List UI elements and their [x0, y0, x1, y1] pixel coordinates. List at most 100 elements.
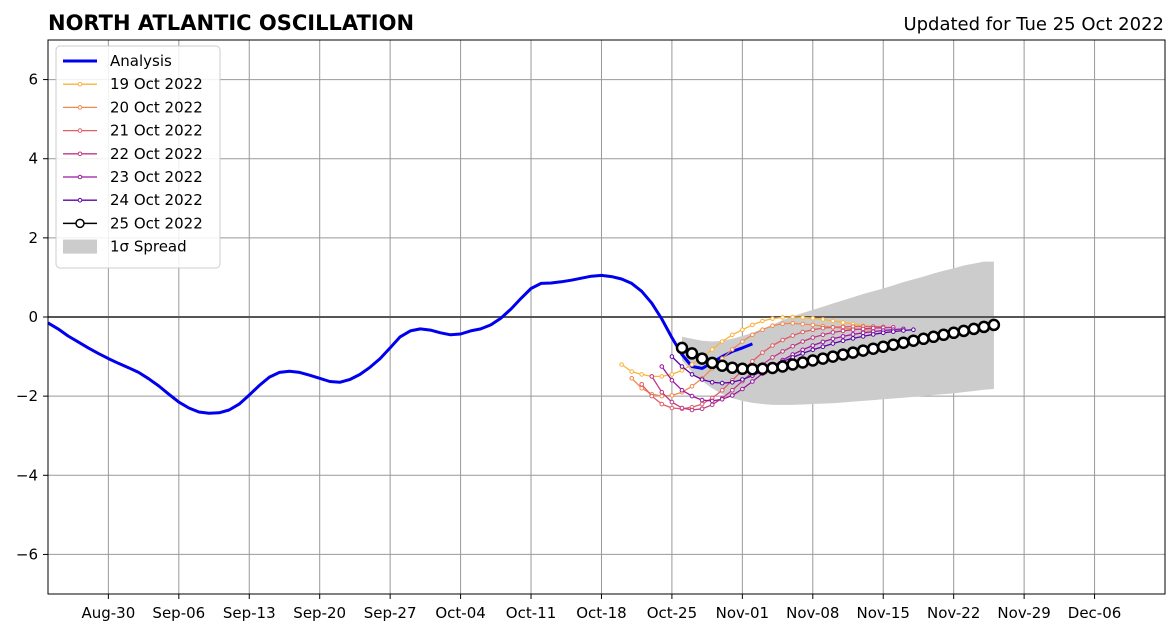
- forecast-25-oct-2022-point-3: [705, 356, 719, 370]
- forecast-19-oct-2022-point-14: [760, 318, 765, 324]
- forecast-23-oct-2022-point-7: [730, 393, 735, 398]
- forecast-25-oct-2022-point-1: [685, 347, 699, 360]
- forecast-24-oct-2022-point-15: [820, 344, 826, 350]
- x-tick-label-5: Oct-04: [435, 604, 485, 622]
- forecast-19-oct-2022-point-7: [689, 362, 695, 367]
- forecast-23-oct-2022-point-18: [840, 334, 846, 339]
- legend-label-2: 20 Oct 2022: [110, 98, 203, 116]
- x-tick-label-13: Nov-29: [997, 604, 1050, 622]
- x-tick-label-6: Oct-11: [506, 604, 556, 622]
- forecast-22-oct-2022-point-19: [840, 328, 846, 334]
- forecast-25-oct-2022-point-22: [897, 336, 910, 349]
- forecast-21-oct-2022-point-1: [649, 393, 655, 399]
- forecast-19-oct-2022-point-12: [740, 327, 745, 333]
- forecast-24-oct-2022-point-5: [719, 380, 725, 386]
- y-tick-label-4: 2: [28, 229, 38, 247]
- forecast-22-oct-2022-point-4: [689, 407, 695, 413]
- forecast-22-oct-2022-point-6: [709, 402, 715, 408]
- forecast-22-oct-2022-point-3: [679, 405, 685, 411]
- forecast-24-oct-2022-point-20: [870, 332, 876, 337]
- forecast-25-oct-2022-point-28: [957, 324, 970, 338]
- forecast-20-oct-2022-point-16: [790, 321, 796, 326]
- forecast-21-oct-2022-point-16: [800, 329, 806, 335]
- x-tick-label-9: Nov-01: [716, 604, 769, 622]
- forecast-25-oct-2022-point-9: [766, 361, 779, 375]
- legend-box: [55, 45, 221, 269]
- forecast-19-oct-2022-point-21: [830, 318, 836, 324]
- legend-swatch-marker-4: [77, 151, 83, 157]
- forecast-25-oct-2022-point-7: [746, 362, 759, 376]
- forecast-19-oct-2022-point-22: [840, 320, 846, 325]
- x-tick-label-1: Sep-06: [152, 604, 205, 622]
- x-tick-label-11: Nov-15: [857, 604, 910, 622]
- forecast-19-oct-2022-point-4: [659, 374, 665, 379]
- forecast-25-oct-2022-point-14: [816, 352, 830, 365]
- forecast-22-oct-2022-point-0: [649, 374, 655, 379]
- forecast-19-oct-2022-point-6: [679, 368, 685, 373]
- forecast-24-oct-2022-point-14: [810, 347, 816, 353]
- forecast-24-oct-2022-point-0: [669, 354, 675, 359]
- x-tick-label-4: Sep-27: [364, 604, 417, 622]
- forecast-24-oct-2022-point-24: [911, 327, 916, 333]
- forecast-24-oct-2022-point-3: [699, 377, 705, 382]
- forecast-25-oct-2022-point-17: [846, 346, 860, 359]
- forecast-25-oct-2022-point-23: [907, 334, 920, 347]
- forecast-20-oct-2022-point-13: [760, 327, 765, 333]
- forecast-25-oct-2022-point-18: [856, 344, 870, 357]
- forecast-24-oct-2022-point-6: [730, 380, 735, 385]
- forecast-20-oct-2022-point-15: [780, 321, 785, 327]
- y-tick-label-6: 6: [28, 71, 38, 89]
- y-axis: −6 −4 −2 0 2 4 6: [16, 71, 48, 563]
- forecast-22-oct-2022-point-12: [770, 355, 775, 360]
- forecast-24-oct-2022-point-2: [689, 372, 695, 377]
- legend-label-0: Analysis: [110, 52, 172, 70]
- forecast-20-oct-2022-point-12: [750, 332, 755, 338]
- forecast-25-oct-2022-point-10: [776, 360, 789, 373]
- x-tick-label-8: Oct-25: [647, 604, 697, 622]
- legend-label-4: 22 Oct 2022: [110, 145, 203, 163]
- forecast-23-oct-2022-point-2: [679, 387, 685, 393]
- forecast-23-oct-2022-point-19: [850, 332, 856, 337]
- forecast-23-oct-2022-point-17: [830, 336, 836, 342]
- forecast-24-oct-2022-point-23: [901, 328, 906, 333]
- forecast-19-oct-2022-point-2: [639, 372, 645, 377]
- forecast-23-oct-2022-point-5: [709, 398, 715, 404]
- forecast-25-oct-2022-point-26: [937, 328, 950, 342]
- forecast-25-oct-2022-point-6: [736, 362, 749, 376]
- forecast-21-oct-2022-point-8: [719, 387, 725, 393]
- forecast-22-oct-2022-point-18: [830, 330, 836, 335]
- forecast-25-oct-2022-point-27: [947, 326, 960, 340]
- forecast-23-oct-2022-point-0: [659, 364, 665, 369]
- forecast-22-oct-2022-point-16: [810, 335, 816, 340]
- series-group: [47, 273, 1001, 415]
- forecast-24-oct-2022-point-7: [740, 377, 745, 382]
- forecast-22-oct-2022-point-21: [860, 326, 866, 332]
- legend: Analysis 19 Oct 2022 20 Oct 2022 21 Oct 202…: [55, 45, 221, 269]
- forecast-25-oct-2022-point-2: [695, 352, 709, 365]
- forecast-20-oct-2022-point-17: [800, 321, 806, 327]
- forecast-23-oct-2022-point-6: [719, 397, 725, 402]
- forecast-25-oct-2022-point-13: [806, 354, 820, 367]
- forecast-24-oct-2022-point-4: [709, 380, 715, 385]
- forecast-25-oct-2022-point-20: [876, 340, 890, 353]
- forecast-25-oct-2022-point-4: [715, 359, 729, 372]
- forecast-24-oct-2022-point-13: [800, 351, 806, 356]
- y-tick-label-2: −2: [16, 387, 38, 405]
- forecast-21-oct-2022-point-0: [639, 382, 645, 387]
- forecast-22-oct-2022-point-2: [669, 399, 675, 405]
- forecast-24-oct-2022-point-1: [679, 364, 685, 369]
- legend-label-7: 25 Oct 2022: [110, 214, 203, 232]
- forecast-20-oct-2022-point-0: [629, 376, 635, 381]
- forecast-24-oct-2022-point-16: [830, 341, 836, 346]
- forecast-23-oct-2022-point-14: [800, 347, 806, 353]
- forecast-23-oct-2022-point-9: [750, 379, 755, 384]
- forecast-20-oct-2022-point-14: [770, 323, 775, 329]
- forecast-23-oct-2022-point-1: [669, 378, 675, 383]
- forecast-25-oct-2022-point-31: [987, 318, 1001, 332]
- forecast-19-oct-2022-point-15: [770, 316, 775, 321]
- forecast-25-oct-2022-point-29: [967, 322, 981, 336]
- x-tick-label-0: Aug-30: [81, 604, 135, 622]
- legend-swatch-marker-5: [77, 174, 83, 180]
- forecast-19-oct-2022-point-5: [669, 372, 675, 377]
- legend-swatch-marker-2: [77, 105, 83, 110]
